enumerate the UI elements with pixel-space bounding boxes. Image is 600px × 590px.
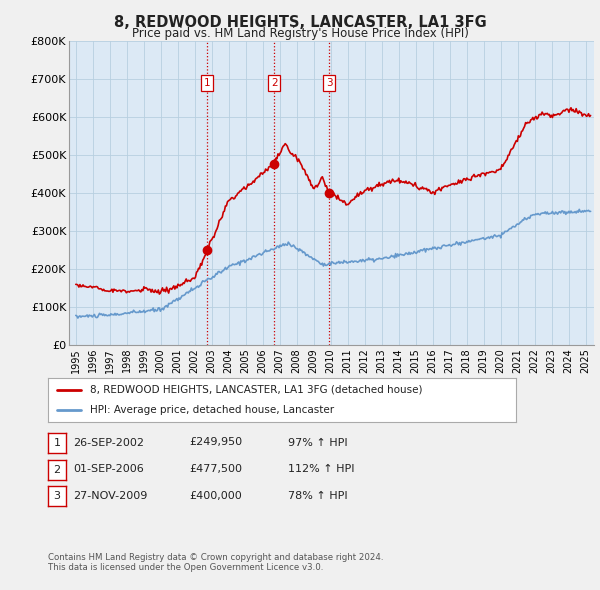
Text: 1: 1 [204, 78, 211, 88]
Text: This data is licensed under the Open Government Licence v3.0.: This data is licensed under the Open Gov… [48, 563, 323, 572]
Text: 112% ↑ HPI: 112% ↑ HPI [288, 464, 355, 474]
Text: £249,950: £249,950 [189, 438, 242, 447]
Text: 8, REDWOOD HEIGHTS, LANCASTER, LA1 3FG: 8, REDWOOD HEIGHTS, LANCASTER, LA1 3FG [113, 15, 487, 30]
Text: £477,500: £477,500 [189, 464, 242, 474]
Text: £400,000: £400,000 [189, 491, 242, 500]
Text: 97% ↑ HPI: 97% ↑ HPI [288, 438, 347, 447]
Text: 2: 2 [271, 78, 277, 88]
Text: HPI: Average price, detached house, Lancaster: HPI: Average price, detached house, Lanc… [90, 405, 334, 415]
Text: 3: 3 [326, 78, 332, 88]
Text: 01-SEP-2006: 01-SEP-2006 [73, 464, 144, 474]
Text: 26-SEP-2002: 26-SEP-2002 [73, 438, 144, 447]
Text: 3: 3 [53, 491, 61, 501]
Text: 2: 2 [53, 465, 61, 474]
Text: Price paid vs. HM Land Registry's House Price Index (HPI): Price paid vs. HM Land Registry's House … [131, 27, 469, 40]
Text: 27-NOV-2009: 27-NOV-2009 [73, 491, 148, 500]
Text: 1: 1 [53, 438, 61, 448]
Text: Contains HM Land Registry data © Crown copyright and database right 2024.: Contains HM Land Registry data © Crown c… [48, 553, 383, 562]
Text: 8, REDWOOD HEIGHTS, LANCASTER, LA1 3FG (detached house): 8, REDWOOD HEIGHTS, LANCASTER, LA1 3FG (… [90, 385, 422, 395]
Text: 78% ↑ HPI: 78% ↑ HPI [288, 491, 347, 500]
